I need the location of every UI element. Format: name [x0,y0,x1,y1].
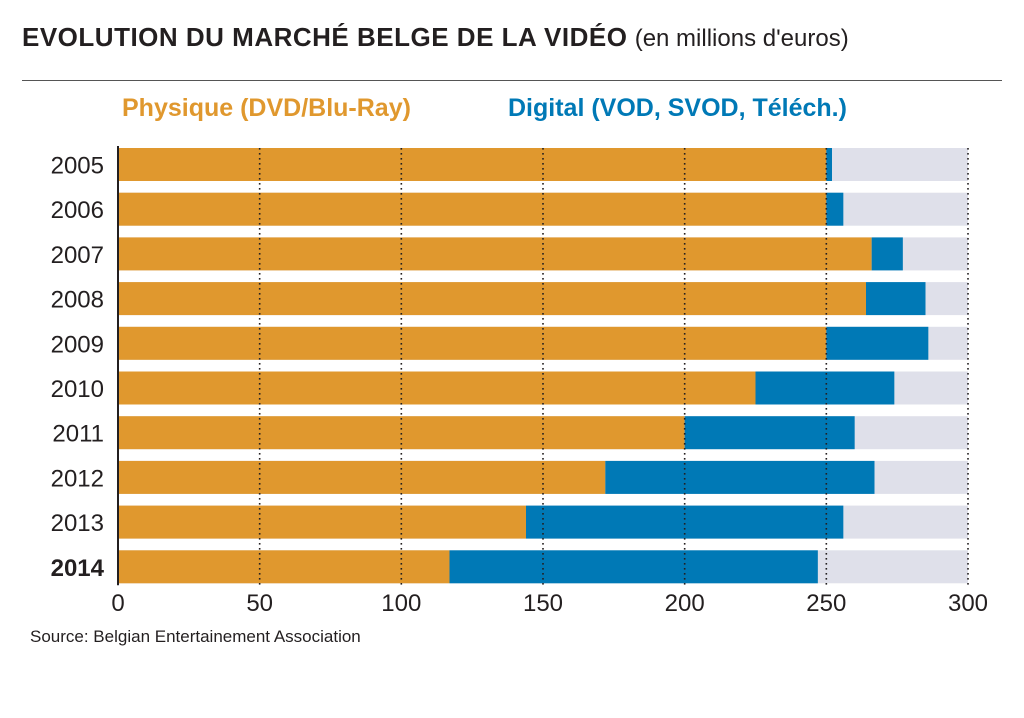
x-axis-labels: 0 50 100 150 200 250 300 [111,590,988,617]
bar-physique-2014 [118,550,450,584]
y-tick-label-2008: 2008 [51,287,104,314]
bars [118,148,929,584]
bar-digital-2011 [684,416,855,450]
chart-title-unit: (en millions d'euros) [634,25,849,52]
y-axis-labels: 2005 2006 2007 2008 2009 2010 2011 2012 2013 2014 [51,153,105,582]
y-tick-label-2011: 2011 [52,421,104,448]
chart-title-main: EVOLUTION DU MARCHÉ BELGE DE LA VIDÉO [22,22,628,52]
x-tick-label-150: 150 [523,590,563,617]
bar-digital-2014 [449,550,818,584]
y-tick-label-2007: 2007 [51,242,104,269]
y-tick-label-2014: 2014 [51,555,105,582]
bar-physique-2010 [118,371,756,405]
x-tick-label-50: 50 [246,590,273,617]
bar-physique-2007 [118,237,872,271]
legend-item-physique: Physique (DVD/Blu-Ray) [122,94,411,122]
y-tick-label-2005: 2005 [51,153,104,180]
y-tick-label-2010: 2010 [51,376,104,403]
x-tick-label-0: 0 [111,590,124,617]
bar-physique-2005 [118,148,827,181]
bar-physique-2008 [118,282,866,316]
x-tick-label-100: 100 [381,590,421,617]
bar-physique-2013 [118,505,526,539]
bar-digital-2009 [826,326,929,360]
x-tick-label-200: 200 [665,590,705,617]
x-tick-label-250: 250 [806,590,846,617]
x-tick-label-300: 300 [948,590,988,617]
source-note: Source: Belgian Entertainement Associati… [30,627,361,646]
bar-digital-2007 [871,237,903,271]
y-tick-label-2009: 2009 [51,331,104,358]
y-tick-label-2013: 2013 [51,510,104,537]
legend: Physique (DVD/Blu-Ray) Digital (VOD, SVO… [122,94,847,122]
bar-digital-2008 [866,282,926,316]
y-tick-label-2012: 2012 [51,465,104,492]
chart-title: EVOLUTION DU MARCHÉ BELGE DE LA VIDÉO (e… [22,22,849,53]
bar-digital-2010 [755,371,895,405]
bar-physique-2012 [118,460,606,494]
bar-digital-2005 [826,148,832,181]
y-tick-label-2006: 2006 [51,197,104,224]
bar-digital-2012 [605,460,875,494]
bar-physique-2006 [118,192,827,226]
bar-digital-2006 [826,192,844,226]
title-divider [22,80,1002,81]
legend-item-digital: Digital (VOD, SVOD, Téléch.) [508,94,847,122]
bar-physique-2009 [118,326,827,360]
